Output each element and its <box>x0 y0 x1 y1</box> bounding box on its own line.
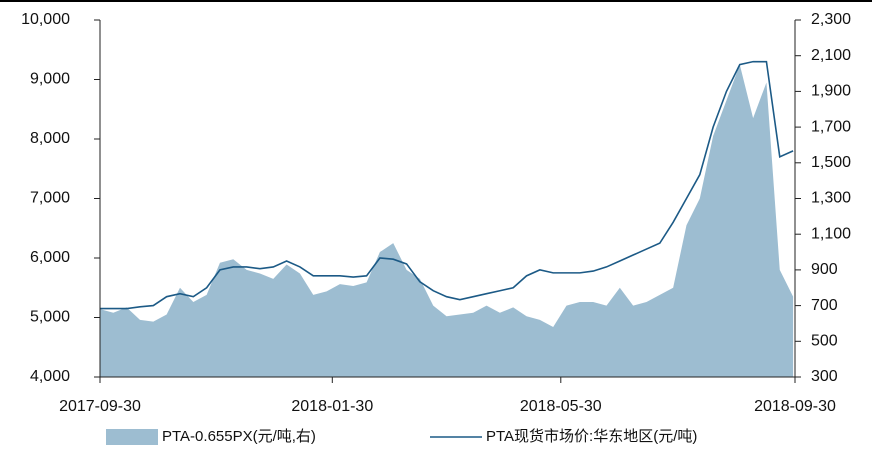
x-tick-label: 2018-05-30 <box>520 398 602 415</box>
y2-tick-label: 700 <box>811 297 838 314</box>
x-tick-label: 2017-09-30 <box>59 398 141 415</box>
y-tick-label: 8,000 <box>30 130 70 147</box>
area <box>100 64 794 377</box>
y-tick-label: 10,000 <box>21 11 70 28</box>
y2-tick-label: 1,500 <box>811 154 851 171</box>
x-tick-label: 2018-01-30 <box>291 398 373 415</box>
y2-tick-label: 1,300 <box>811 190 851 207</box>
y-tick-label: 9,000 <box>30 71 70 88</box>
legend-swatch <box>106 429 158 445</box>
y2-tick-label: 1,100 <box>811 225 851 242</box>
line <box>100 60 794 310</box>
legend-label: PTA-0.655PX(元/吨,右) <box>162 428 316 445</box>
y2-tick-label: 2,300 <box>811 11 851 28</box>
legend-label: PTA现货市场价:华东地区(元/吨) <box>486 428 697 445</box>
y2-tick-label: 500 <box>811 333 838 350</box>
x-tick-label: 2018-09-30 <box>754 398 836 415</box>
y2-tick-label: 900 <box>811 261 838 278</box>
y-tick-label: 7,000 <box>30 190 70 207</box>
y2-tick-label: 1,700 <box>811 118 851 135</box>
y2-tick-label: 1,900 <box>811 83 851 100</box>
y-tick-label: 6,000 <box>30 249 70 266</box>
y-tick-label: 5,000 <box>30 309 70 326</box>
y-tick-label: 4,000 <box>30 368 70 385</box>
y2-tick-label: 2,100 <box>811 47 851 64</box>
y2-tick-label: 300 <box>811 368 838 385</box>
